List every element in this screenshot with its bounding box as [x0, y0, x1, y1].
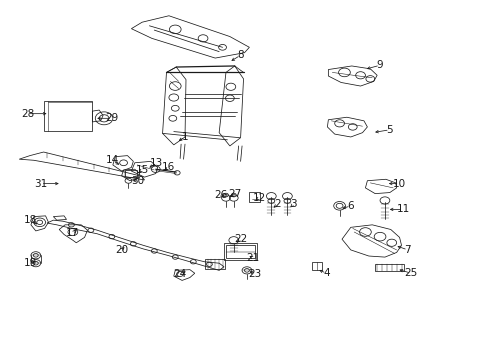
Text: 29: 29: [105, 113, 118, 123]
Text: 14: 14: [106, 155, 119, 165]
Text: 5: 5: [386, 125, 392, 135]
Text: 3: 3: [289, 199, 296, 210]
Text: 17: 17: [66, 228, 80, 238]
Text: 6: 6: [347, 201, 353, 211]
Text: 21: 21: [246, 253, 259, 263]
Text: 18: 18: [24, 215, 38, 225]
Text: 8: 8: [237, 50, 244, 60]
Text: 26: 26: [214, 190, 227, 200]
Text: 27: 27: [228, 189, 241, 199]
Text: 2: 2: [274, 199, 281, 210]
Text: 12: 12: [252, 193, 265, 203]
Text: 25: 25: [404, 268, 417, 278]
Text: 22: 22: [233, 234, 247, 244]
Text: 23: 23: [248, 269, 261, 279]
Text: 30: 30: [131, 176, 144, 186]
Text: 19: 19: [24, 258, 38, 268]
Text: 10: 10: [392, 179, 406, 189]
Text: 24: 24: [173, 269, 186, 279]
Text: 4: 4: [323, 268, 329, 278]
Text: 16: 16: [162, 162, 175, 172]
Text: 31: 31: [34, 179, 47, 189]
Text: 28: 28: [21, 109, 34, 119]
Text: 1: 1: [182, 132, 188, 142]
Text: 20: 20: [115, 245, 128, 255]
Text: 11: 11: [396, 204, 409, 215]
Text: 13: 13: [150, 158, 163, 168]
Text: 15: 15: [135, 165, 148, 175]
Text: 9: 9: [376, 60, 383, 70]
Text: 7: 7: [404, 245, 410, 255]
